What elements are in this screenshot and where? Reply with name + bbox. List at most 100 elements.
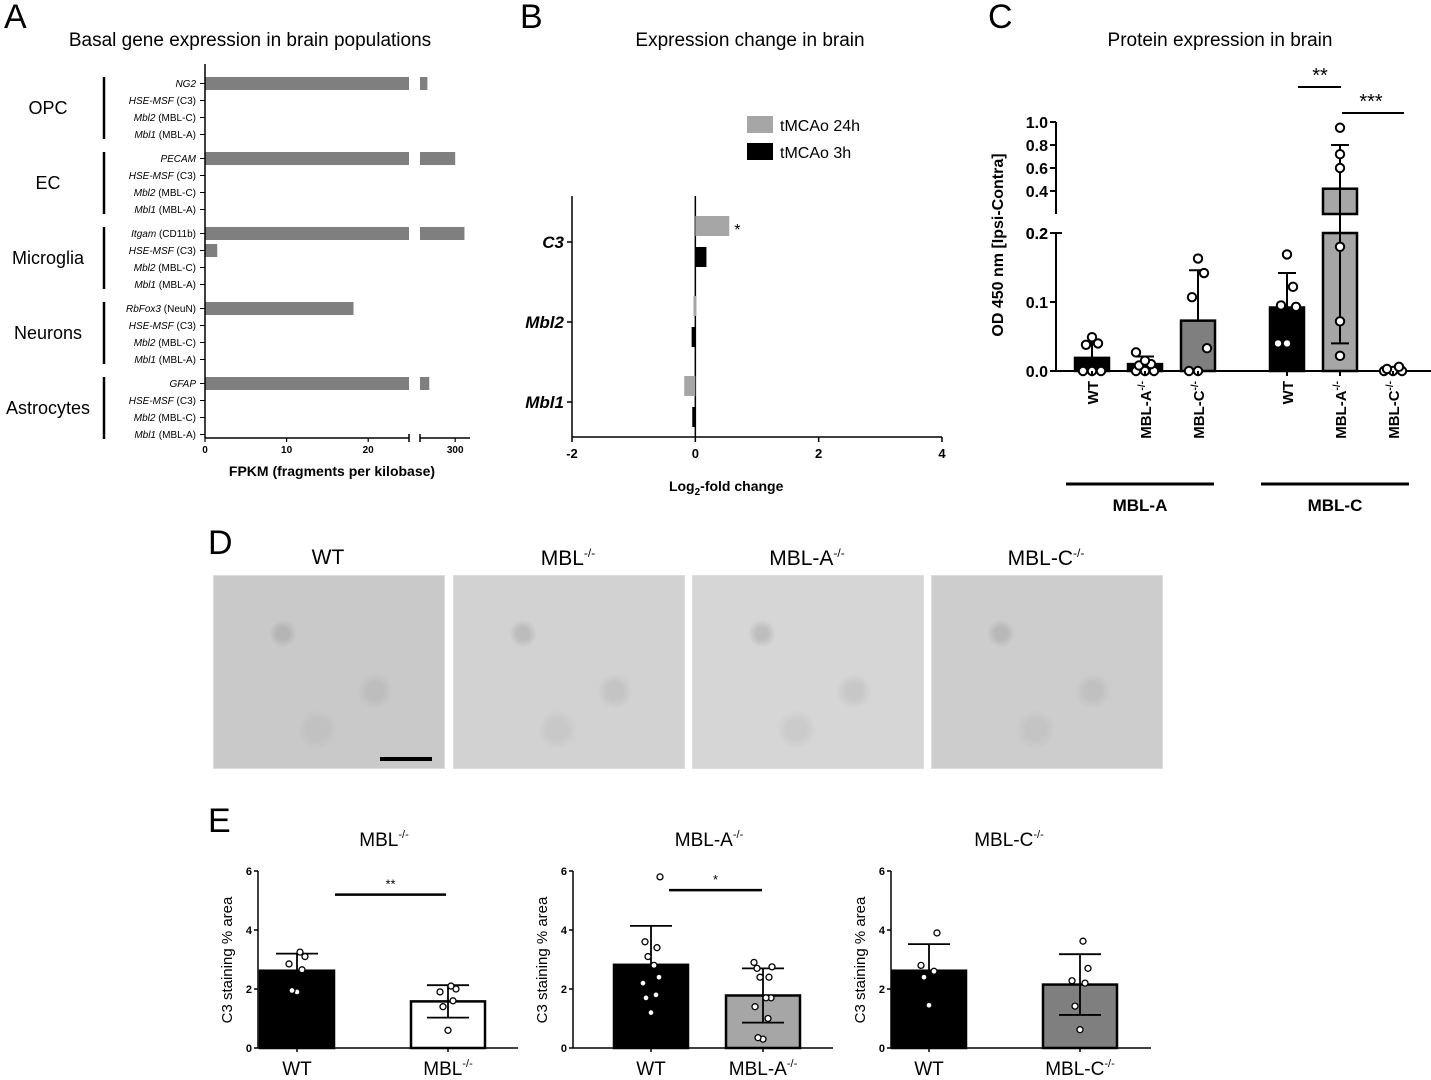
y-tick-label: 0 [879,1043,885,1055]
y-tick-label: 6 [879,866,885,878]
gene-label: HSE-MSF (C3) [129,321,196,332]
gene-label: Mbl2 (MBL-C) [134,188,196,199]
data-point [1334,350,1346,362]
data-point [1290,301,1302,313]
x-category-label: WT [914,1059,944,1080]
gene-label: Mbl1 (MBL-A) [134,130,196,141]
subchart-title: MBL-C-/- [974,829,1044,851]
x-category-label: MBL-A-/- [729,1058,798,1080]
data-point [288,986,296,995]
data-point [436,988,444,996]
panel-d-letter: D [208,524,233,562]
gene-label: Mbl1 (MBL-A) [134,355,196,366]
y-tick-label: 6 [561,866,567,878]
bar-group-label: MBL-A-/- [1137,381,1155,439]
data-point [1079,937,1087,945]
micrograph-image [453,575,685,769]
data-point [1334,122,1346,133]
y-tick-label: 4 [879,925,886,937]
micrograph-label: MBL-A-/- [769,546,845,570]
gene-label: Mbl2 (MBL-C) [134,338,196,349]
data-point [285,960,293,968]
data-point [1076,1026,1084,1034]
bar-group-label: MBL-A-/- [1332,381,1350,439]
y-tick-label: 2 [879,984,885,996]
bar-group-label: MBL-C-/- [1385,381,1403,439]
data-point [1334,241,1346,253]
data-point [1334,149,1346,160]
data-point [642,994,650,1002]
x-axis-title: FPKM (fragments per kilobase) [229,463,435,479]
gene-label: GFAP [170,379,197,390]
y-tick-label: 4 [561,925,568,937]
gene-label: HSE-MSF (C3) [129,396,196,407]
y-axis-title: OD 450 nm [Ipsi-Contra] [990,153,1007,336]
data-point [639,979,647,987]
y-tick-label: 0 [561,1043,567,1055]
y-tick-label: 0.4 [1026,184,1048,201]
data-point [920,973,928,981]
x-axis-title: Log2-fold change [669,478,784,498]
gene-label: Mbl1 (MBL-A) [134,205,196,216]
expression-bar [205,302,354,315]
data-point [449,997,457,1005]
data-point [1130,347,1142,358]
cell-population-label: EC [35,173,60,193]
significance-star: * [734,222,740,239]
data-point [1201,343,1213,354]
data-point [652,991,660,999]
bar-group-label: WT [1085,381,1102,404]
x-tick-label: 10 [281,445,293,456]
y-tick-label: 0 [246,1043,252,1055]
micrograph-image [692,575,924,769]
significance-stars: ** [385,877,395,892]
x-category-label: MBL-C-/- [1045,1058,1115,1080]
data-point [756,973,764,981]
y-tick-label: 0.6 [1026,161,1048,178]
expression-bar-broken [420,377,430,390]
y-tick-label: 0.2 [1026,226,1048,243]
fold-change-bar [695,216,730,236]
data-point [439,1003,447,1011]
gene-category-label: C3 [542,233,564,252]
data-point [753,964,761,972]
x-tick-label: 4 [938,446,946,461]
legend-swatch [747,143,773,160]
gene-label: Mbl2 (MBL-C) [134,263,196,274]
gene-label: Mbl2 (MBL-C) [134,413,196,424]
data-point [1381,363,1393,375]
data-point [296,948,304,956]
data-point [1393,361,1405,373]
data-point [301,952,309,961]
data-point [644,952,652,961]
cell-population-label: Astrocytes [6,398,90,418]
data-point [1080,339,1092,350]
data-point [444,1026,452,1034]
subchart-title: MBL-/- [359,829,409,851]
legend-label: tMCAo 24h [780,118,860,135]
panel-c-title: Protein expression in brain [1107,30,1333,51]
cell-population-label: OPC [28,98,67,118]
data-point [1275,300,1287,311]
x-tick-label: 0 [202,445,208,456]
data-point [1334,316,1346,327]
micrograph-label: WT [311,546,345,569]
micrograph-image [931,575,1163,769]
significance-stars: ** [1312,65,1328,87]
data-point [762,994,770,1002]
y-tick-label: 0.2 [1026,226,1048,243]
expression-bar [205,227,409,240]
y-tick-label: 0.1 [1026,295,1048,312]
significance-stars: * [713,872,718,887]
gene-label: HSE-MSF (C3) [129,246,196,257]
y-tick-label: 4 [246,925,253,937]
gene-label: RbFox3 (NeuN) [126,304,196,315]
data-point [1084,964,1092,972]
expression-bar [205,244,218,257]
data-point [1192,253,1204,264]
x-category-label: WT [282,1059,312,1080]
gene-label: Mbl1 (MBL-A) [134,280,196,291]
data-point [655,973,663,981]
panel-c-letter: C [988,0,1013,36]
